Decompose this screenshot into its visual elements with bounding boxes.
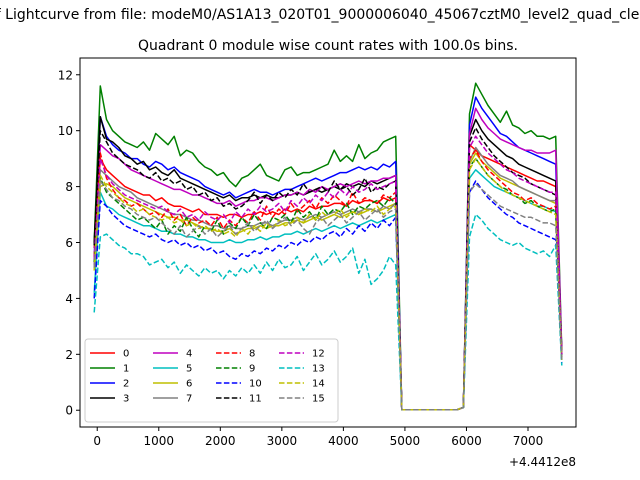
x-tick-label: 4000 xyxy=(328,434,359,448)
series-line-8 xyxy=(93,149,563,411)
legend-label-7: 7 xyxy=(186,394,192,405)
y-tick-label: 2 xyxy=(65,348,73,362)
legend-label-4: 4 xyxy=(186,349,192,360)
y-tick-label: 0 xyxy=(65,404,73,418)
y-tick-label: 8 xyxy=(65,180,73,194)
chart-title: Quadrant 0 module wise count rates with … xyxy=(138,38,518,54)
legend-label-11: 11 xyxy=(249,394,262,405)
series-line-15 xyxy=(93,180,563,411)
legend-label-9: 9 xyxy=(249,364,255,375)
legend-label-5: 5 xyxy=(186,364,192,375)
x-tick-label: 6000 xyxy=(451,434,482,448)
legend-label-13: 13 xyxy=(312,364,325,375)
legend-label-10: 10 xyxy=(249,379,262,390)
x-offset-label: +4.4412e8 xyxy=(509,455,576,469)
legend-label-0: 0 xyxy=(123,349,129,360)
legend-label-1: 1 xyxy=(123,364,129,375)
y-tick-label: 10 xyxy=(58,124,73,138)
legend-frame xyxy=(84,338,339,423)
series-line-0 xyxy=(93,143,563,411)
legend-label-14: 14 xyxy=(312,379,325,390)
legend-label-15: 15 xyxy=(312,394,325,405)
series-line-12 xyxy=(93,135,563,411)
y-tick-label: 4 xyxy=(65,292,73,306)
legend-label-8: 8 xyxy=(249,349,255,360)
x-tick-label: 1000 xyxy=(143,434,174,448)
series-line-5 xyxy=(93,169,563,411)
legend-label-2: 2 xyxy=(123,379,129,390)
series-line-1 xyxy=(93,82,563,411)
series-line-13 xyxy=(93,213,563,411)
y-tick-label: 6 xyxy=(65,236,73,250)
legend-label-6: 6 xyxy=(186,379,192,390)
series-layer xyxy=(93,82,563,411)
x-axis: 0 1000 2000 3000 4000 5000 6000 7000 xyxy=(93,427,543,448)
series-line-14 xyxy=(93,157,563,411)
x-tick-label: 3000 xyxy=(267,434,298,448)
x-tick-label: 2000 xyxy=(205,434,236,448)
x-tick-label: 5000 xyxy=(390,434,421,448)
legend-label-12: 12 xyxy=(312,349,325,360)
x-tick-label: 0 xyxy=(93,434,101,448)
y-tick-label: 12 xyxy=(58,68,73,82)
series-line-4 xyxy=(93,107,563,411)
x-tick-label: 7000 xyxy=(513,434,544,448)
legend-label-3: 3 xyxy=(123,394,129,405)
plot-frame xyxy=(79,57,577,428)
series-line-2 xyxy=(93,96,563,411)
figure-suptitle: Plot of Lightcurve from file: modeM0/AS1… xyxy=(0,7,640,23)
y-axis: 0 2 4 6 8 10 12 xyxy=(58,68,80,418)
